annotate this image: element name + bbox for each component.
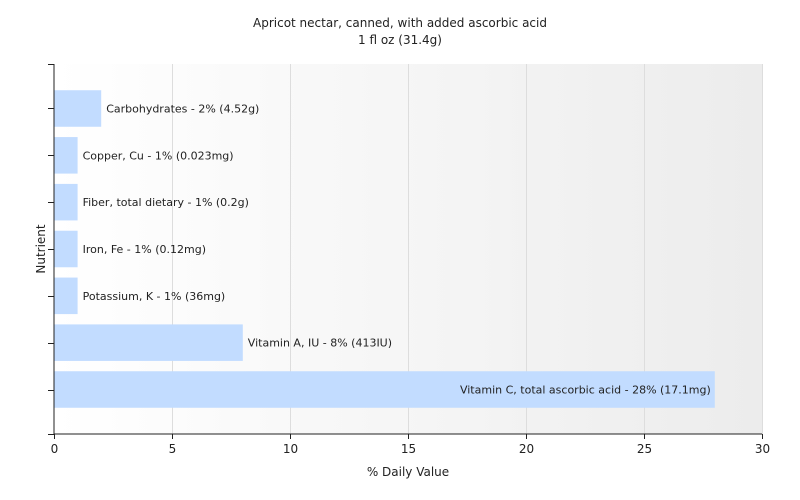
bar xyxy=(54,90,102,127)
x-tick-label: 0 xyxy=(51,442,59,456)
x-tick-label: 10 xyxy=(283,442,298,456)
bar xyxy=(54,137,78,174)
x-tick-label: 5 xyxy=(169,442,177,456)
chart-subtitle: 1 fl oz (31.4g) xyxy=(358,33,442,47)
axis-ticks: 0 5 10 15 20 25 30 xyxy=(48,64,770,456)
x-tick-label: 15 xyxy=(401,442,416,456)
bar xyxy=(54,230,78,268)
bars xyxy=(54,90,715,408)
grid-lines xyxy=(172,64,763,434)
bar-label: Iron, Fe - 1% (0.12mg) xyxy=(83,243,206,256)
bar-label: Vitamin C, total ascorbic acid - 28% (17… xyxy=(460,384,711,397)
chart-title: Apricot nectar, canned, with added ascor… xyxy=(253,16,547,30)
x-tick-label: 20 xyxy=(519,442,534,456)
bar xyxy=(54,324,243,361)
x-axis-label: % Daily Value xyxy=(367,465,449,479)
bar-label: Potassium, K - 1% (36mg) xyxy=(83,290,226,303)
bar xyxy=(54,183,78,221)
bar-labels: Carbohydrates - 2% (4.52g) Copper, Cu - 1… xyxy=(83,102,711,396)
bar-label: Carbohydrates - 2% (4.52g) xyxy=(106,102,259,115)
bar-label: Vitamin A, IU - 8% (413IU) xyxy=(248,337,392,350)
x-tick-label: 30 xyxy=(755,442,770,456)
bar xyxy=(54,277,78,315)
bar-label: Copper, Cu - 1% (0.023mg) xyxy=(83,149,234,162)
bar xyxy=(54,371,715,408)
bar-label: Fiber, total dietary - 1% (0.2g) xyxy=(83,196,249,209)
y-axis-label: Nutrient xyxy=(34,224,48,274)
x-tick-label: 25 xyxy=(637,442,652,456)
